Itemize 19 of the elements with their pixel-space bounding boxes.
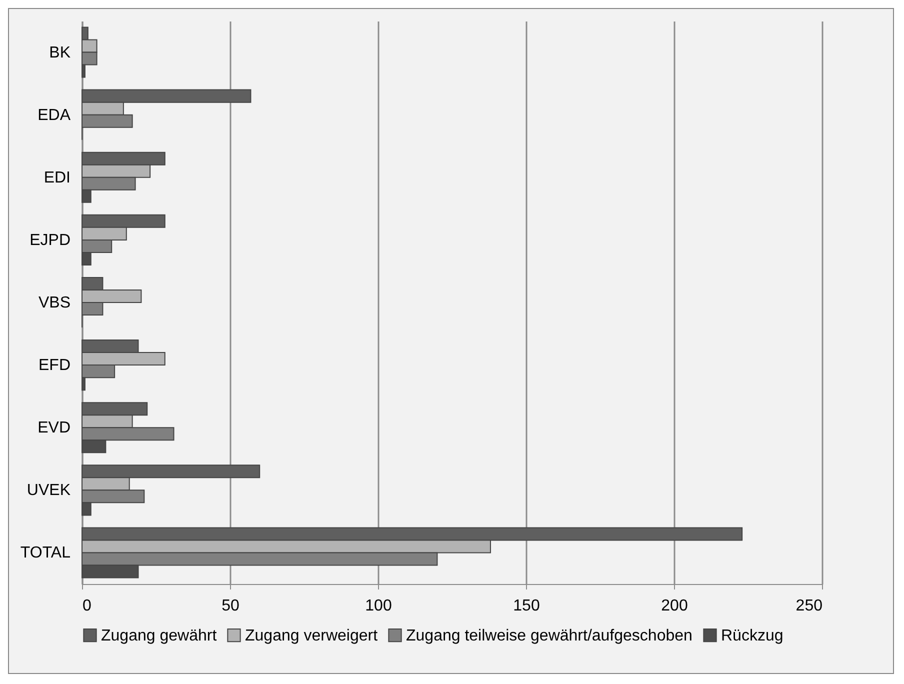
x-tick-label: 50 xyxy=(222,598,240,614)
y-tick-label: EVD xyxy=(38,420,70,437)
legend-label: Zugang gewährt xyxy=(101,627,218,644)
y-tick-label: TOTAL xyxy=(20,544,71,562)
y-tick-label: EFD xyxy=(38,357,70,374)
y-tick-label: EDA xyxy=(38,106,71,124)
y-tick-label: BK xyxy=(49,44,71,62)
y-tick-label: VBS xyxy=(38,294,70,312)
x-tick-label: 250 xyxy=(796,598,823,614)
x-tick-label: 150 xyxy=(513,598,540,614)
x-tick-label: 200 xyxy=(661,598,688,614)
y-tick-label: UVEK xyxy=(26,482,71,500)
legend-label: Rückzug xyxy=(721,627,784,644)
y-tick-label: EDI xyxy=(44,169,70,186)
legend-label: Zugang teilweise gewährt/aufgeschoben xyxy=(406,627,692,644)
y-tick-label: EJPD xyxy=(30,232,70,249)
x-tick-label: 100 xyxy=(365,598,392,614)
legend-label: Zugang verweigert xyxy=(245,627,378,644)
x-tick-label: 0 xyxy=(82,598,92,614)
